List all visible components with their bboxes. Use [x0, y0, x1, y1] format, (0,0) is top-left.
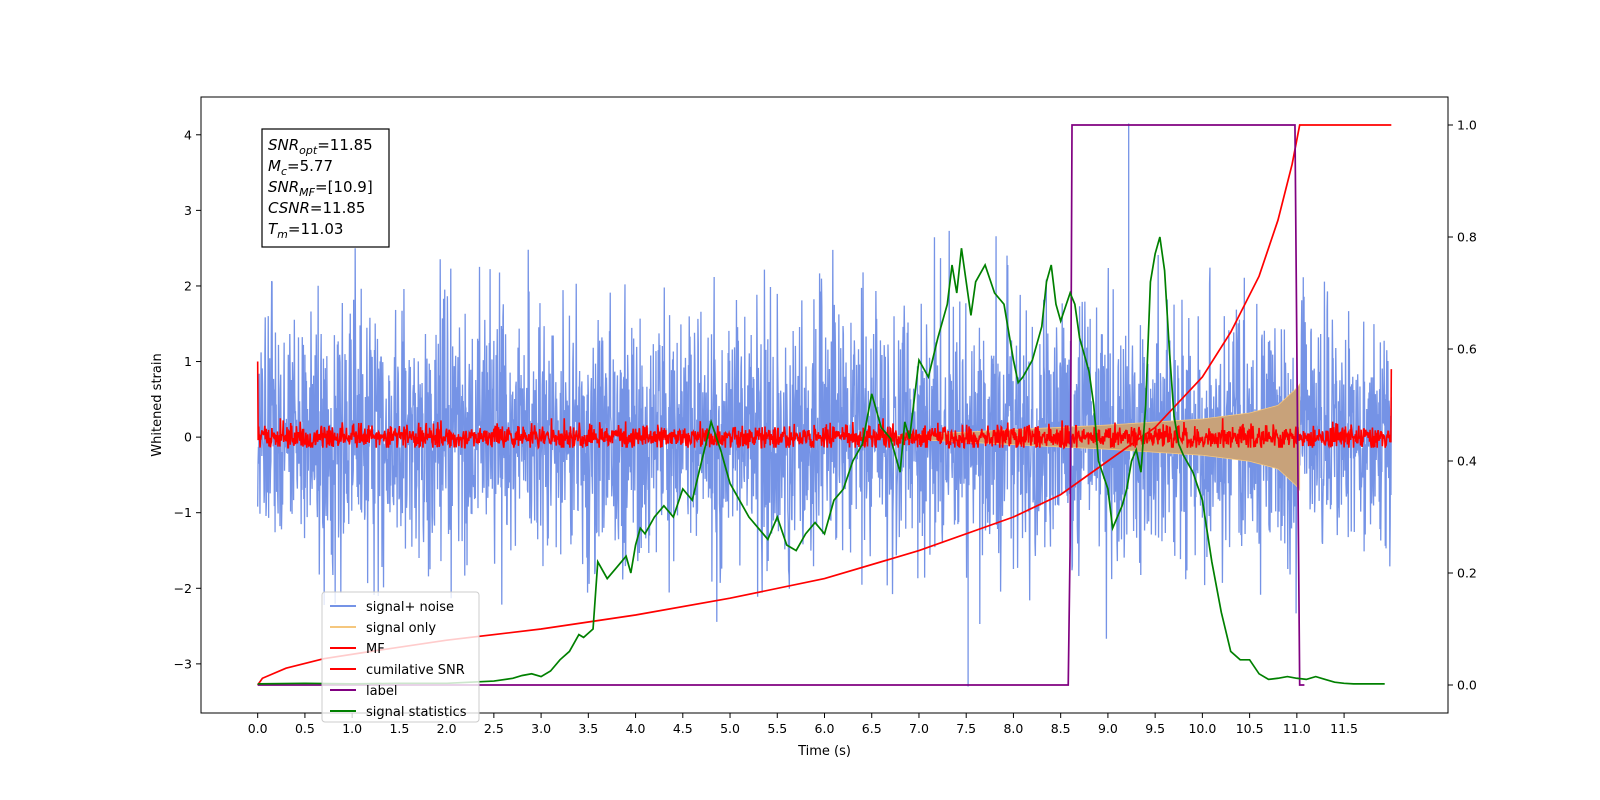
legend: signal+ noise signal only MF cumilative SNR…: [321, 591, 480, 723]
x-tick-label: 5.0: [720, 721, 740, 736]
y-left-tick-label: 2: [184, 278, 192, 293]
x-tick-label: 11.0: [1283, 721, 1311, 736]
series-signal-statistics: [257, 236, 1385, 685]
legend-frame: [321, 591, 480, 723]
y-axis-left: −3 −2 −1 0 1 2 3 4: [174, 127, 201, 671]
series-label: [257, 124, 1305, 686]
y-left-tick-label: 1: [184, 354, 192, 369]
y-right-tick-label: 0.4: [1457, 454, 1477, 469]
x-axis-title: Time (s): [797, 744, 851, 759]
x-tick-label: 4.5: [673, 721, 693, 736]
x-tick-label: 2.5: [484, 721, 504, 736]
x-tick-label: 8.5: [1051, 721, 1071, 736]
y-axis-title: Whitened strain: [150, 353, 165, 456]
x-tick-label: 3.5: [578, 721, 598, 736]
y-left-tick-label: −3: [174, 656, 192, 671]
y-left-tick-label: −2: [174, 581, 192, 596]
legend-label: MF: [366, 642, 385, 657]
annotation-line: Tm=11.03: [268, 220, 343, 241]
x-tick-label: 0.0: [248, 721, 268, 736]
y-axis-right: 0.0 0.2 0.4 0.6 0.8 1.0: [1448, 118, 1477, 693]
y-left-tick-label: −1: [174, 505, 192, 520]
x-tick-label: 8.0: [1003, 721, 1023, 736]
series-mf: [256, 361, 1393, 450]
annotation-line: SNRopt=11.85: [268, 136, 373, 157]
y-right-tick-label: 0.2: [1457, 566, 1477, 581]
x-tick-label: 7.5: [956, 721, 976, 736]
legend-label: signal statistics: [366, 705, 467, 720]
x-tick-label: 10.0: [1188, 721, 1216, 736]
annotation-line: Mc=5.77: [268, 157, 333, 178]
y-right-tick-label: 0.8: [1457, 230, 1477, 245]
x-tick-label: 6.5: [862, 721, 882, 736]
x-tick-label: 7.0: [909, 721, 929, 736]
x-tick-label: 2.0: [437, 721, 457, 736]
x-tick-label: 4.0: [626, 721, 646, 736]
annotation-line: SNRMF=[10.9]: [268, 178, 373, 199]
legend-label: signal only: [366, 621, 436, 636]
y-left-tick-label: 0: [184, 430, 192, 445]
x-tick-label: 5.5: [767, 721, 787, 736]
x-tick-label: 6.0: [815, 721, 835, 736]
legend-label: label: [366, 684, 397, 699]
annotation-frame: [261, 128, 390, 248]
y-right-tick-label: 0.0: [1457, 678, 1477, 693]
x-tick-label: 0.5: [295, 721, 315, 736]
y-right-tick-label: 1.0: [1457, 118, 1477, 133]
x-tick-label: 10.5: [1236, 721, 1264, 736]
x-axis: 0.0 0.5 1.0 1.5 2.0 2.5 3.0 3.5 4.0 4.5 5.0 5.5 6.0 6…: [248, 713, 1358, 736]
annotation-line: CSNR=11.85: [268, 199, 365, 217]
x-tick-label: 1.0: [342, 721, 362, 736]
x-tick-label: 9.0: [1098, 721, 1118, 736]
x-tick-label: 9.5: [1145, 721, 1165, 736]
y-left-tick-label: 3: [184, 203, 192, 218]
series-signal-noise: [257, 230, 1392, 639]
annotation-box: SNRopt=11.85Mc=5.77SNRMF=[10.9]CSNR=11.8…: [261, 128, 390, 248]
y-left-tick-label: 4: [184, 127, 192, 142]
x-tick-label: 11.5: [1330, 721, 1358, 736]
legend-label: cumilative SNR: [366, 663, 465, 678]
x-tick-label: 3.0: [531, 721, 551, 736]
legend-label: signal+ noise: [366, 600, 454, 615]
x-tick-label: 1.5: [389, 721, 409, 736]
y-right-tick-label: 0.6: [1457, 342, 1477, 357]
